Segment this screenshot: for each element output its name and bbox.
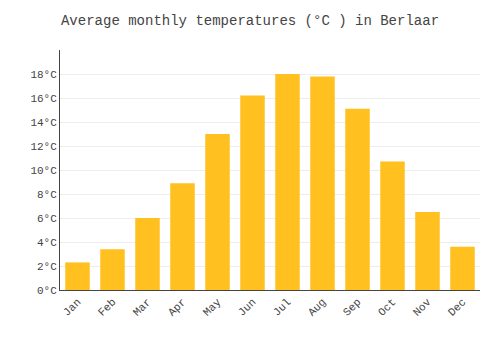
svg-text:Sep: Sep xyxy=(341,296,363,318)
svg-text:Mar: Mar xyxy=(131,296,153,318)
svg-text:May: May xyxy=(201,296,224,319)
svg-text:Oct: Oct xyxy=(376,296,398,318)
svg-text:6°C: 6°C xyxy=(37,213,57,225)
svg-text:Nov: Nov xyxy=(411,296,434,319)
svg-text:Apr: Apr xyxy=(166,296,188,318)
svg-text:4°C: 4°C xyxy=(37,237,57,249)
svg-text:16°C: 16°C xyxy=(30,93,57,105)
svg-text:Aug: Aug xyxy=(306,296,328,318)
svg-text:18°C: 18°C xyxy=(30,69,57,81)
svg-text:0°C: 0°C xyxy=(37,285,57,297)
svg-text:Feb: Feb xyxy=(96,296,118,318)
svg-text:2°C: 2°C xyxy=(37,261,57,273)
svg-text:10°C: 10°C xyxy=(30,165,57,177)
svg-text:8°C: 8°C xyxy=(37,189,57,201)
svg-text:Jun: Jun xyxy=(236,296,258,318)
svg-text:Dec: Dec xyxy=(446,296,468,318)
svg-text:Jan: Jan xyxy=(61,296,83,318)
svg-text:12°C: 12°C xyxy=(30,141,57,153)
svg-text:Average monthly temperatures (: Average monthly temperatures (°C ) in Be… xyxy=(61,13,439,29)
svg-text:Jul: Jul xyxy=(271,296,293,318)
svg-text:14°C: 14°C xyxy=(30,117,57,129)
